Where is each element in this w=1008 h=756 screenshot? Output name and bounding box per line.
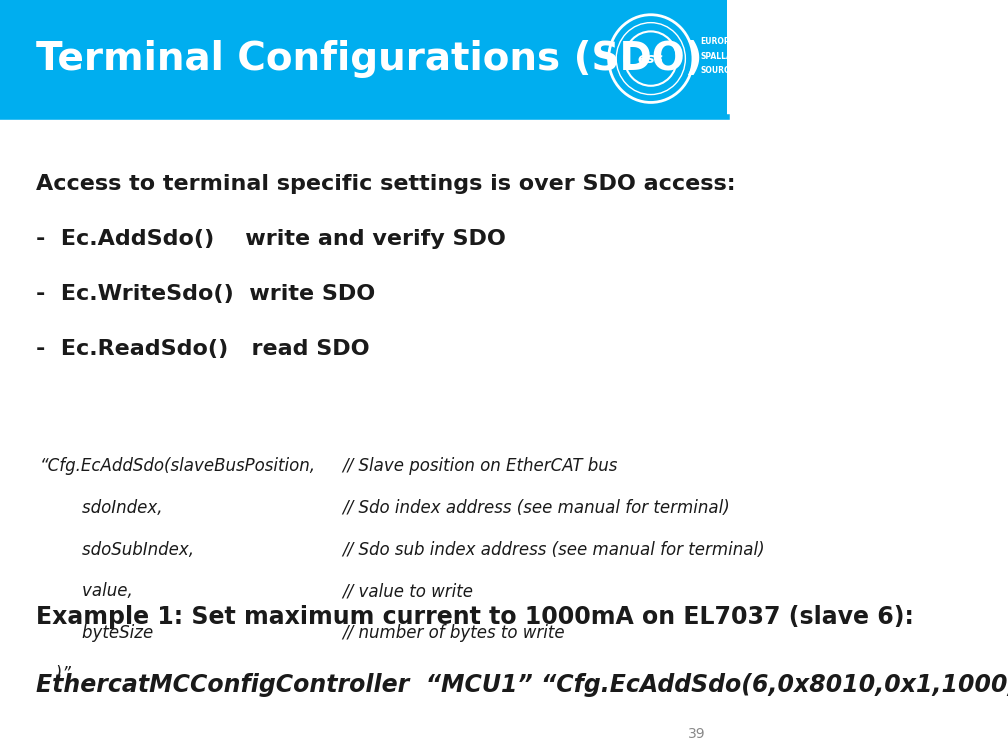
FancyBboxPatch shape	[0, 0, 727, 117]
Text: // Slave position on EtherCAT bus: // Slave position on EtherCAT bus	[342, 457, 617, 476]
Text: // Sdo index address (see manual for terminal): // Sdo index address (see manual for ter…	[342, 499, 730, 517]
Text: // Sdo sub index address (see manual for terminal): // Sdo sub index address (see manual for…	[342, 541, 764, 559]
Text: -  Ec.AddSdo()    write and verify SDO: - Ec.AddSdo() write and verify SDO	[36, 229, 506, 249]
Text: byteSize: byteSize	[40, 624, 153, 642]
Text: sdoIndex,: sdoIndex,	[40, 499, 162, 517]
Text: EthercatMCConfigController  “MCU1” “Cfg.EcAddSdo(6,0x8010,0x1,1000,2)”: EthercatMCConfigController “MCU1” “Cfg.E…	[36, 673, 1008, 697]
Text: ess: ess	[638, 51, 663, 66]
Text: // number of bytes to write: // number of bytes to write	[342, 624, 564, 642]
Text: SPALLATION: SPALLATION	[701, 52, 753, 60]
Text: Access to terminal specific settings is over SDO access:: Access to terminal specific settings is …	[36, 174, 736, 194]
Text: // value to write: // value to write	[342, 582, 473, 600]
Text: Terminal Configurations (SDO): Terminal Configurations (SDO)	[36, 39, 703, 78]
Text: )”: )”	[40, 665, 71, 683]
Text: “Cfg.EcAddSdo(slaveBusPosition,: “Cfg.EcAddSdo(slaveBusPosition,	[40, 457, 316, 476]
Text: -  Ec.ReadSdo()   read SDO: - Ec.ReadSdo() read SDO	[36, 339, 370, 359]
Text: SOURCE: SOURCE	[701, 67, 735, 75]
Text: sdoSubIndex,: sdoSubIndex,	[40, 541, 194, 559]
Text: EUROPEAN: EUROPEAN	[701, 38, 748, 46]
Text: 39: 39	[687, 727, 706, 741]
Text: value,: value,	[40, 582, 133, 600]
Text: Example 1: Set maximum current to 1000mA on EL7037 (slave 6):: Example 1: Set maximum current to 1000mA…	[36, 605, 914, 629]
Text: -  Ec.WriteSdo()  write SDO: - Ec.WriteSdo() write SDO	[36, 284, 376, 304]
